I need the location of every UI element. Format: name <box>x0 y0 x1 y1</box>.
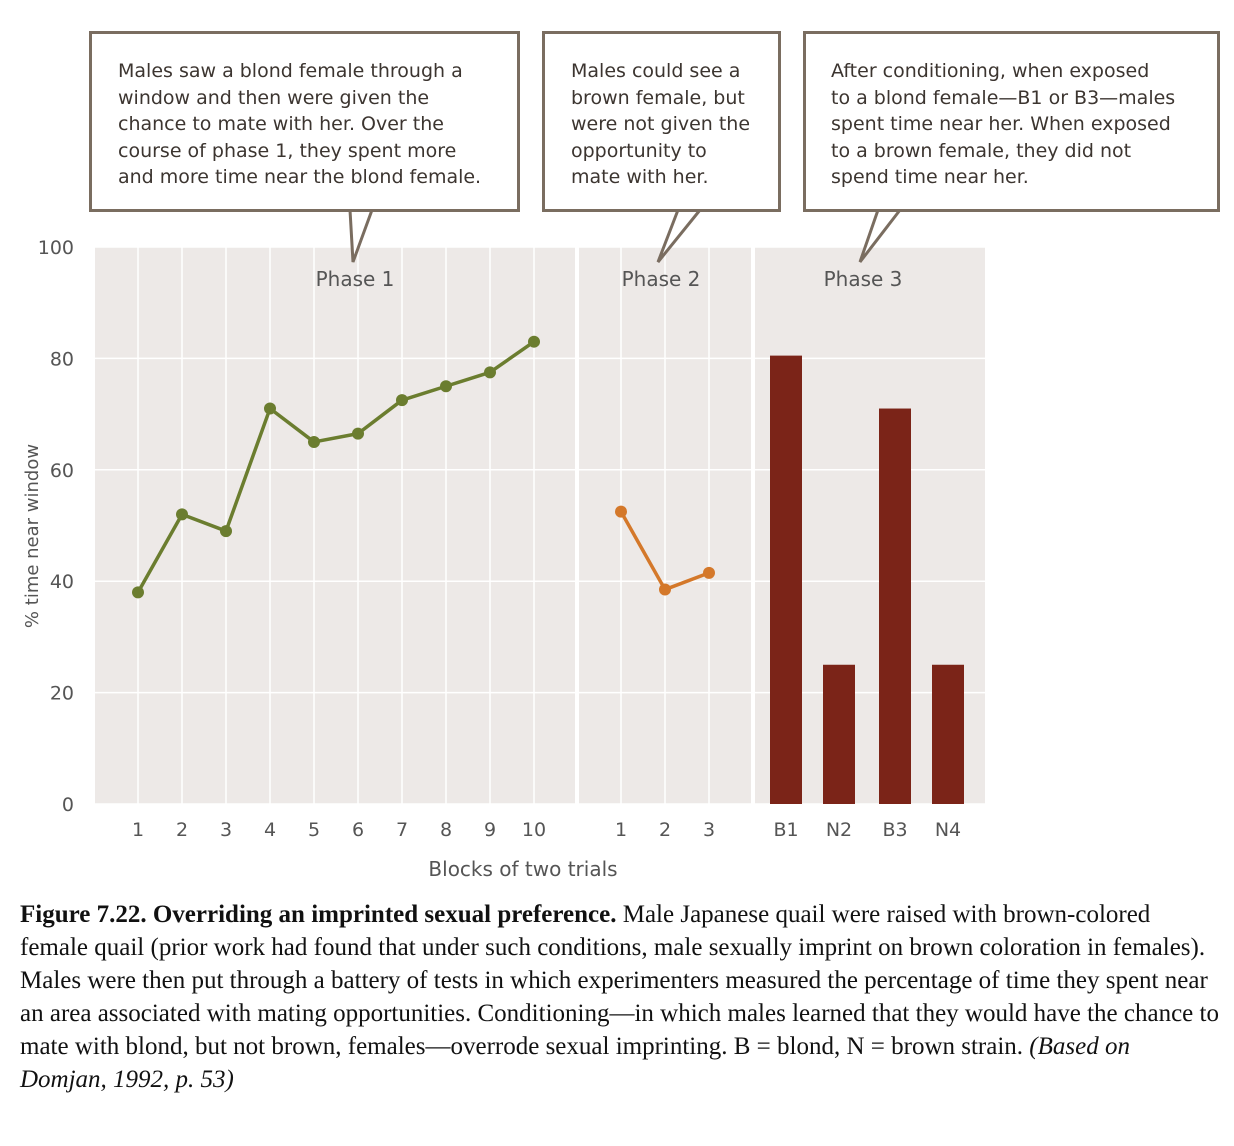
x-tick-label: B1 <box>773 819 798 841</box>
y-tick-label: 100 <box>38 237 74 259</box>
x-axis-ticks: 1 2 3 4 5 6 7 8 9 10 1 2 3 B1 N2 B3 N4 <box>132 819 961 841</box>
caption-title: Figure 7.22. Overriding an imprinted sex… <box>20 901 617 928</box>
y-tick-label: 80 <box>50 348 74 370</box>
x-tick-label: 1 <box>132 819 144 841</box>
data-series <box>132 335 964 804</box>
y-axis-label: % time near window <box>22 444 43 628</box>
data-point <box>220 525 232 538</box>
phase-titles: Phase 1 Phase 2 Phase 3 <box>316 267 903 291</box>
x-tick-label: 2 <box>176 819 188 841</box>
series-line <box>136 340 535 594</box>
x-axis-label: Blocks of two trials <box>428 857 617 881</box>
y-tick-label: 60 <box>50 460 74 482</box>
bar <box>770 355 802 804</box>
data-point <box>615 505 627 518</box>
data-point <box>484 366 496 379</box>
data-point <box>440 380 452 393</box>
data-point <box>132 586 144 599</box>
callout-phase-3: After conditioning, when exposed to a bl… <box>803 31 1220 212</box>
x-tick-label: 6 <box>352 819 364 841</box>
y-tick-label: 20 <box>50 683 74 705</box>
x-tick-label: 3 <box>220 819 232 841</box>
bar <box>879 408 911 804</box>
y-tick-label: 0 <box>62 794 74 816</box>
x-tick-label: 4 <box>264 819 276 841</box>
figure-caption: Figure 7.22. Overriding an imprinted sex… <box>20 898 1220 1096</box>
x-tick-label: 5 <box>308 819 320 841</box>
y-axis-ticks: 0 20 40 60 80 100 <box>38 237 74 816</box>
callout-pointer <box>656 209 702 263</box>
callout-pointer <box>858 209 902 263</box>
x-tick-label: N4 <box>935 819 961 841</box>
bar <box>823 664 855 804</box>
data-point <box>264 402 276 415</box>
data-point <box>176 508 188 521</box>
x-tick-label: 2 <box>659 819 671 841</box>
data-point <box>659 583 671 596</box>
x-tick-label: 8 <box>440 819 452 841</box>
x-tick-label: 1 <box>615 819 627 841</box>
callout-pointer <box>348 209 374 263</box>
x-tick-label: B3 <box>882 819 907 841</box>
callout-phase-1: Males saw a blond female through a windo… <box>89 31 520 212</box>
data-point <box>308 435 320 448</box>
caption-citation: (Based on Domjan, 1992, p. 53) <box>20 1033 1130 1093</box>
grid-lines <box>95 246 985 805</box>
phase-title: Phase 3 <box>824 267 903 291</box>
x-tick-label: 3 <box>703 819 715 841</box>
x-tick-label: 9 <box>484 819 496 841</box>
x-tick-label: 7 <box>396 819 408 841</box>
x-tick-label: 10 <box>522 819 546 841</box>
phase-title: Phase 1 <box>316 267 395 291</box>
caption-text: Male Japanese quail were raised with bro… <box>20 901 1219 1060</box>
data-point <box>396 394 408 407</box>
y-tick-label: 40 <box>50 571 74 593</box>
callout-phase-2: Males could see a brown female, but were… <box>542 31 781 212</box>
chart: 0 20 40 60 80 100 1 2 3 4 5 6 7 8 9 10 1 2 3 B1 N2 B3 N4 Phas… <box>22 208 985 881</box>
data-point <box>528 335 540 348</box>
data-point <box>703 566 715 579</box>
bar <box>932 664 964 804</box>
data-point <box>352 427 364 440</box>
phase-title: Phase 2 <box>622 267 701 291</box>
x-tick-label: N2 <box>826 819 852 841</box>
